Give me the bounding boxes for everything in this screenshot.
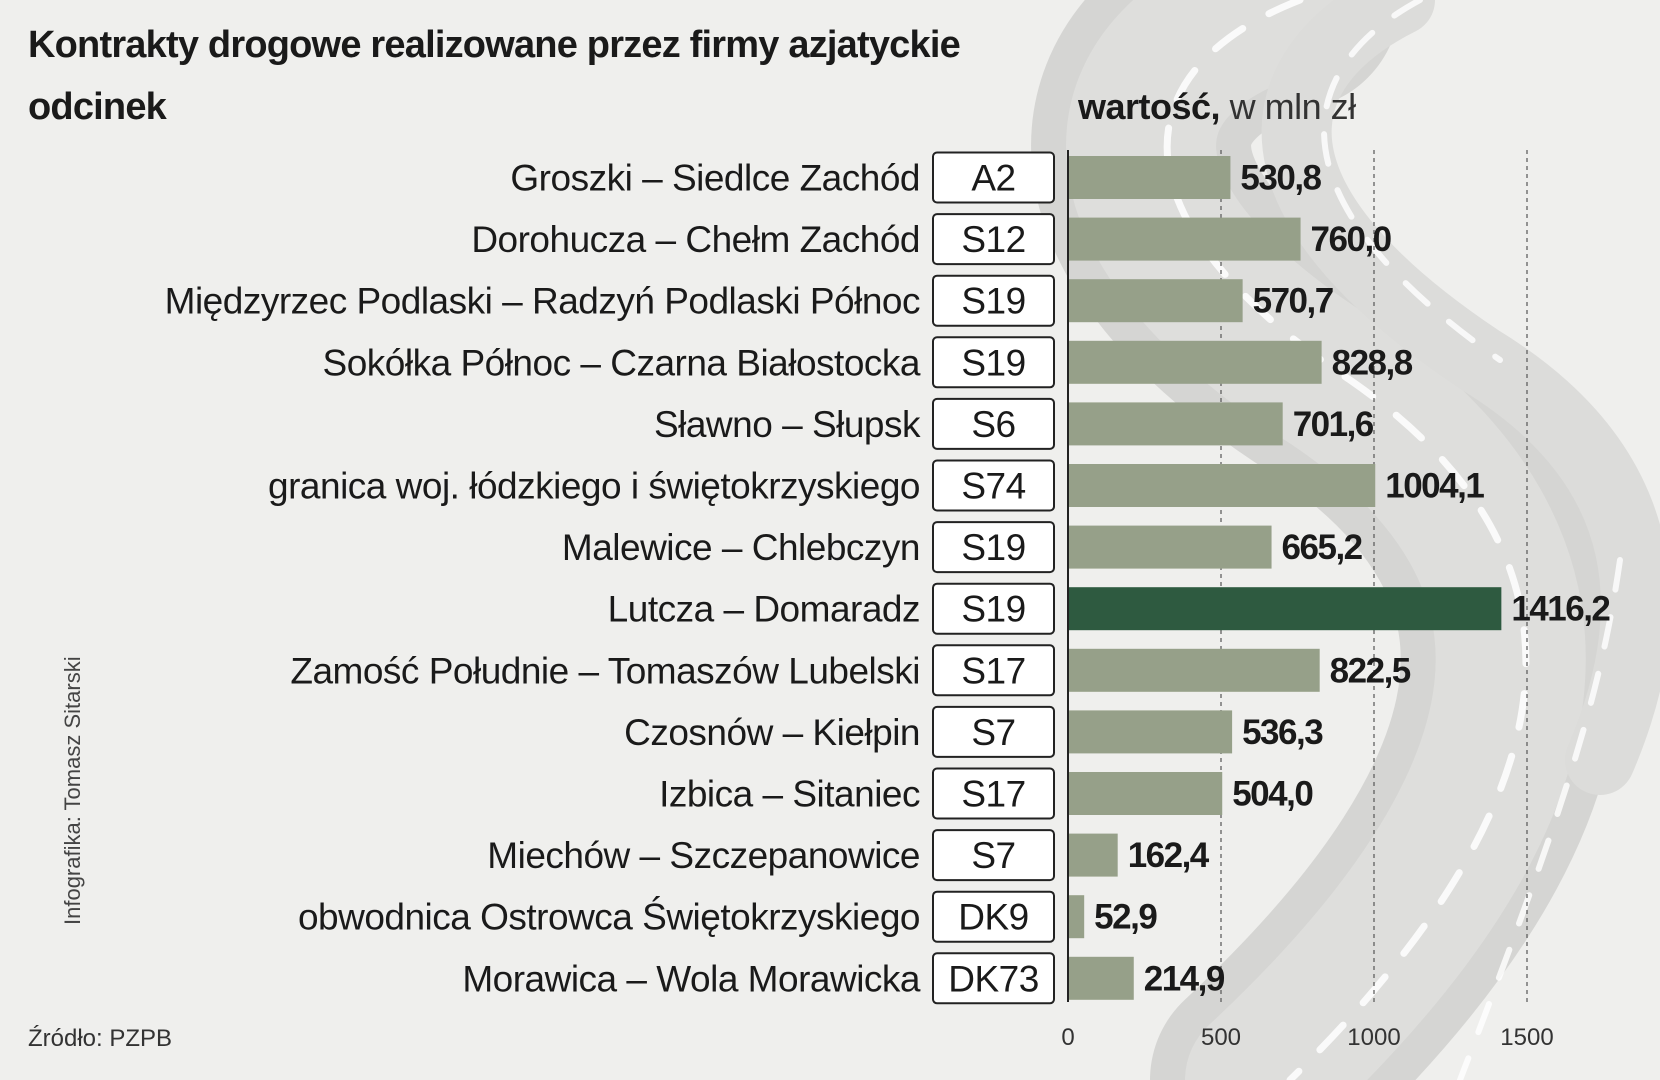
x-tick-label: 1000: [1347, 1024, 1400, 1051]
bar: [1068, 279, 1243, 323]
source-label: Źródło: PZPB: [28, 1025, 173, 1052]
road-badge: [932, 213, 1055, 266]
bar: [1068, 833, 1118, 877]
bar: [1068, 648, 1320, 692]
value-header-unit: w mln zł: [1229, 86, 1357, 127]
value-label: 1416,2: [1511, 590, 1610, 629]
value-label: 504,0: [1232, 775, 1313, 814]
road-label: S6: [971, 404, 1015, 445]
value-header: wartość, w mln zł: [1078, 86, 1356, 128]
bar: [1068, 340, 1322, 384]
category-label: Morawica – Wola Morawicka: [462, 958, 921, 999]
bar: [1068, 156, 1231, 199]
road-label: S17: [961, 650, 1025, 691]
road-label: S19: [961, 342, 1025, 383]
category-label: obwodnica Ostrowca Świętokrzyskiego: [298, 896, 920, 938]
road-badge: [932, 582, 1055, 635]
value-label: 214,9: [1144, 959, 1225, 998]
value-label: 665,2: [1282, 528, 1363, 567]
road-badge: [932, 274, 1055, 327]
value-label: 1004,1: [1385, 467, 1484, 506]
category-label: Czosnów – Kiełpin: [624, 712, 920, 753]
value-label: 52,9: [1094, 898, 1157, 937]
bar: [1068, 956, 1134, 1000]
road-label: S7: [971, 712, 1015, 753]
value-label: 822,5: [1330, 651, 1411, 690]
value-label: 162,4: [1128, 836, 1210, 875]
road-badge: [932, 890, 1055, 943]
road-badge: [932, 336, 1055, 389]
road-label: DK9: [958, 897, 1028, 938]
value-label: 760,0: [1311, 220, 1392, 259]
bar: [1068, 772, 1223, 815]
bar: [1068, 587, 1502, 631]
road-badge: [932, 952, 1055, 1005]
road-label: S19: [961, 527, 1025, 568]
road-label: S19: [961, 281, 1025, 322]
road-badge: [932, 705, 1055, 758]
category-label: Izbica – Sitaniec: [659, 774, 920, 815]
bar: [1068, 710, 1233, 754]
road-badge: [932, 767, 1055, 820]
road-label: S74: [961, 466, 1025, 507]
category-label: Sławno – Słupsk: [654, 404, 921, 445]
road-badge: [932, 397, 1055, 450]
road-badge: [932, 829, 1055, 882]
x-tick-label: 500: [1201, 1024, 1241, 1051]
value-label: 536,3: [1242, 713, 1323, 752]
category-label: Groszki – Siedlce Zachód: [510, 158, 920, 199]
row-header: odcinek: [28, 86, 167, 128]
category-label: granica woj. łódzkiego i świętokrzyskieg…: [268, 466, 920, 507]
chart-title: Kontrakty drogowe realizowane przez firm…: [28, 24, 961, 66]
bar: [1068, 525, 1272, 569]
value-label: 530,8: [1240, 159, 1321, 198]
bar: [1068, 402, 1283, 446]
credit-label: Infografika: Tomasz Sitarski: [60, 656, 85, 925]
category-label: Dorohucza – Chełm Zachód: [471, 219, 920, 260]
road-label: S12: [961, 219, 1025, 260]
value-label: 701,6: [1293, 405, 1374, 444]
bar: [1068, 895, 1085, 939]
category-label: Malewice – Chlebczyn: [562, 527, 920, 568]
road-label: S7: [971, 835, 1015, 876]
category-label: Lutcza – Domaradz: [608, 589, 920, 630]
category-label: Zamość Południe – Tomaszów Lubelski: [290, 650, 920, 691]
value-header-bold: wartość,: [1078, 86, 1221, 127]
road-badge: [932, 151, 1055, 204]
road-badge: [932, 644, 1055, 697]
road-badge: [932, 459, 1055, 512]
road-label: S19: [961, 589, 1025, 630]
road-label: A2: [971, 158, 1015, 199]
road-label: DK73: [948, 958, 1039, 999]
x-tick-label: 0: [1061, 1024, 1074, 1051]
road-badge: [932, 521, 1055, 574]
value-label: 570,7: [1253, 282, 1333, 321]
bar: [1068, 464, 1376, 507]
category-label: Sokółka Północ – Czarna Białostocka: [323, 342, 921, 383]
road-label: S17: [961, 774, 1025, 815]
x-tick-label: 1500: [1500, 1024, 1553, 1051]
category-label: Międzyrzec Podlaski – Radzyń Podlaski Pó…: [165, 281, 920, 322]
bar: [1068, 217, 1301, 261]
category-label: Miechów – Szczepanowice: [487, 835, 920, 876]
value-label: 828,8: [1332, 343, 1413, 382]
